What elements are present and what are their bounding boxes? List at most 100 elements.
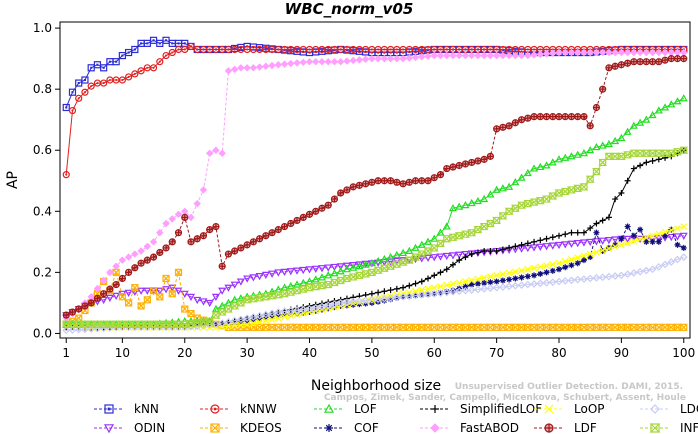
point-loop bbox=[237, 321, 245, 329]
point-knnw bbox=[187, 42, 195, 51]
point-odin bbox=[243, 275, 252, 283]
point-knnw bbox=[100, 79, 108, 87]
point-loop bbox=[611, 243, 619, 251]
point-lof bbox=[617, 133, 626, 142]
point-odin bbox=[567, 240, 576, 248]
point-ldof bbox=[368, 295, 376, 304]
point-inflo bbox=[492, 216, 502, 225]
point-lof bbox=[330, 269, 339, 277]
point-ldf bbox=[131, 264, 139, 272]
point-inflo bbox=[585, 175, 595, 183]
point-odin bbox=[604, 236, 613, 245]
point-kdeos bbox=[287, 323, 295, 331]
point-ldof bbox=[679, 253, 688, 261]
point-fastabod bbox=[99, 276, 108, 285]
point-loop bbox=[617, 241, 625, 249]
point-odin bbox=[293, 267, 302, 275]
point-simplifiedlof bbox=[568, 229, 575, 236]
point-ldf bbox=[280, 222, 289, 231]
legend-item-odin: ODIN bbox=[94, 421, 165, 434]
point-ldf bbox=[461, 160, 470, 168]
legend-label: KDEOS bbox=[240, 421, 282, 434]
point-lof bbox=[386, 252, 395, 261]
point-odin bbox=[579, 239, 588, 247]
point-kdeos bbox=[380, 323, 388, 331]
point-loop bbox=[536, 263, 544, 271]
point-lof bbox=[211, 304, 220, 312]
point-lof bbox=[523, 168, 532, 177]
point-odin bbox=[592, 238, 601, 246]
point-loop bbox=[649, 232, 656, 240]
point-lof bbox=[642, 115, 651, 123]
point-loop bbox=[493, 271, 501, 279]
point-odin bbox=[424, 254, 433, 262]
point-kdeos bbox=[586, 323, 594, 331]
point-kdeos bbox=[455, 323, 463, 331]
point-simplifiedlof bbox=[574, 229, 581, 236]
point-ldof bbox=[318, 302, 326, 311]
legend-marker-simplifiedlof bbox=[431, 405, 439, 413]
legend-marker-ldf bbox=[544, 423, 554, 433]
point-fastabod bbox=[555, 48, 563, 57]
point-kdeos bbox=[486, 323, 494, 331]
point-lof bbox=[598, 141, 607, 149]
point-simplifiedlof bbox=[393, 285, 400, 292]
point-fastabod bbox=[274, 61, 283, 69]
point-ldof bbox=[505, 282, 513, 291]
point-fastabod bbox=[648, 48, 657, 57]
point-fastabod bbox=[673, 48, 682, 57]
point-odin bbox=[673, 233, 682, 241]
legend-item-simplifiedlof: SimplifiedLOF bbox=[420, 402, 542, 416]
point-ldf bbox=[411, 177, 420, 185]
point-lof bbox=[536, 162, 545, 171]
point-ldof bbox=[511, 281, 520, 290]
x-tick-label: 1 bbox=[62, 346, 70, 360]
point-ldf bbox=[611, 62, 619, 70]
point-fastabod bbox=[424, 52, 432, 60]
point-odin bbox=[305, 266, 314, 274]
point-ldf bbox=[330, 195, 339, 203]
point-ldf bbox=[231, 247, 239, 255]
point-loop bbox=[568, 256, 575, 263]
point-knnw bbox=[75, 94, 83, 102]
point-lof bbox=[317, 273, 326, 281]
point-cof bbox=[518, 274, 525, 281]
point-ldf bbox=[212, 222, 220, 231]
legend-marker-knn bbox=[104, 404, 114, 414]
point-fastabod bbox=[287, 59, 295, 68]
point-inflo bbox=[261, 293, 271, 301]
point-kdeos bbox=[75, 314, 83, 322]
point-lof bbox=[430, 234, 439, 242]
point-simplifiedlof bbox=[630, 165, 637, 172]
point-ldf bbox=[299, 213, 307, 222]
point-odin bbox=[162, 286, 171, 294]
point-ldof bbox=[536, 279, 545, 288]
point-lof bbox=[455, 202, 464, 210]
point-loop bbox=[599, 246, 607, 254]
point-lof bbox=[517, 173, 526, 181]
point-knnw bbox=[68, 106, 77, 115]
point-knn bbox=[162, 36, 170, 44]
point-fastabod bbox=[605, 48, 613, 57]
point-odin bbox=[99, 296, 108, 305]
point-ldf bbox=[318, 204, 326, 212]
point-ldf bbox=[274, 226, 282, 234]
point-kdeos bbox=[149, 287, 158, 295]
point-odin bbox=[430, 254, 439, 262]
point-odin bbox=[174, 287, 183, 295]
point-cof bbox=[506, 276, 513, 283]
legend-item-knn: kNN bbox=[94, 402, 159, 416]
point-ldf bbox=[287, 219, 295, 228]
point-ldof bbox=[461, 286, 470, 295]
point-inflo bbox=[635, 149, 645, 157]
point-odin bbox=[299, 266, 308, 275]
point-fastabod bbox=[299, 58, 307, 67]
point-fastabod bbox=[461, 51, 470, 60]
point-cof bbox=[643, 238, 650, 245]
point-simplifiedlof bbox=[580, 229, 587, 236]
point-ldf bbox=[405, 178, 413, 186]
point-lof bbox=[636, 118, 645, 126]
y-axis-label: AP bbox=[5, 171, 21, 189]
legend-item-ldof: LDOF bbox=[640, 402, 698, 416]
point-odin bbox=[448, 252, 457, 260]
